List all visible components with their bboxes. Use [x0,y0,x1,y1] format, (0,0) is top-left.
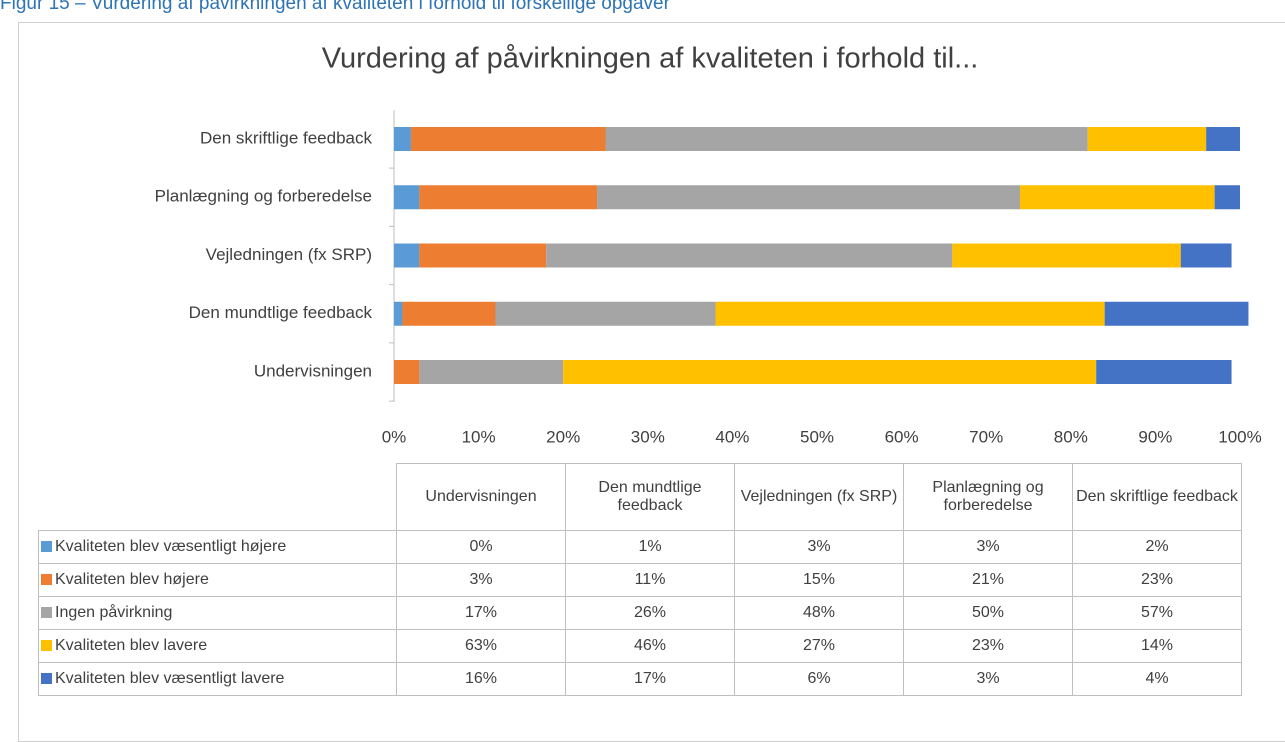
x-tick-label: 90% [1138,427,1172,446]
x-tick-label: 80% [1054,427,1088,446]
value-cell: 26% [565,596,735,630]
data-table: Undervisningen Den mundtlige feedback Vejl… [38,463,1242,696]
table-row: Kvaliteten blev højere 3% 11% 15% 21% 23% [38,563,1242,597]
y-tick-label: Vejledningen (fx SRP) [206,245,372,264]
legend-label: Kvaliteten blev væsentligt lavere [55,670,285,687]
x-tick-label: 60% [885,427,919,446]
x-tick-label: 20% [546,427,580,446]
bar-segment [605,127,1088,151]
header-cell: Den skriftlige feedback [1072,463,1242,531]
value-cell: 27% [734,629,904,663]
table-row: Kvaliteten blev lavere 63% 46% 27% 23% 14% [38,629,1242,663]
value-cell: 6% [734,662,904,696]
value-cell: 48% [734,596,904,630]
bar-segment [1214,185,1240,210]
value-cell: 14% [1072,629,1242,663]
legend-cell: Kvaliteten blev lavere [38,629,397,663]
legend-label: Ingen påvirkning [55,604,173,621]
value-cell: 23% [903,629,1073,663]
legend-label: Kvaliteten blev væsentligt højere [55,538,287,555]
legend-cell: Kvaliteten blev væsentligt højere [38,530,397,564]
chart-title: Vurdering af påvirkningen af kvaliteten … [322,43,979,75]
bar-segment [419,185,598,210]
table-row: Kvaliteten blev væsentligt lavere 16% 17% 6… [38,662,1242,696]
bar-segment [419,360,564,384]
bar-segment [1020,185,1215,210]
value-cell: 2% [1072,530,1242,564]
value-cell: 17% [565,662,735,696]
bar-segment [394,243,420,268]
value-cell: 11% [565,563,735,597]
bar-segment [546,243,953,268]
table-row: Ingen påvirkning 17% 26% 48% 50% 57% [38,596,1242,630]
value-cell: 57% [1072,596,1242,630]
value-cell: 4% [1072,662,1242,696]
table-row: Kvaliteten blev væsentligt højere 0% 1% 3% 3… [38,530,1242,564]
legend-swatch [41,607,52,618]
header-cell: Vejledningen (fx SRP) [734,463,904,531]
x-tick-label: 30% [631,427,665,446]
bar-segment [394,127,411,151]
table-header-row: Undervisningen Den mundtlige feedback Vejl… [38,463,1242,531]
value-cell: 21% [903,563,1073,597]
y-tick-label: Planlægning og forberedelse [155,187,372,206]
y-tick-label: Den mundtlige feedback [189,303,373,322]
bar-segment [419,243,547,268]
legend-label: Kvaliteten blev lavere [55,637,208,654]
bar-segment [410,127,606,151]
blank-cell [38,463,397,531]
legend-cell: Kvaliteten blev højere [38,563,397,597]
x-tick-label: 100% [1218,427,1261,446]
value-cell: 1% [565,530,735,564]
value-cell: 50% [903,596,1073,630]
value-cell: 3% [903,530,1073,564]
y-tick-label: Den skriftlige feedback [200,128,372,147]
bar-segment [1087,127,1207,151]
legend-cell: Kvaliteten blev væsentligt lavere [38,662,397,696]
value-cell: 3% [903,662,1073,696]
legend-swatch [41,574,52,585]
x-tick-label: 10% [462,427,496,446]
bar-segment [495,301,716,326]
header-cell: Den mundtlige feedback [565,463,735,531]
header-cell: Undervisningen [396,463,566,531]
legend-swatch [41,640,52,651]
legend-swatch [41,541,52,552]
caption: Figur 15 – Vurdering af påvirkningen af … [0,0,670,14]
bar-segment [563,360,1097,384]
bar-segment [952,243,1181,268]
bar-segment [402,301,496,326]
x-tick-label: 50% [800,427,834,446]
value-cell: 46% [565,629,735,663]
value-cell: 3% [734,530,904,564]
value-cell: 63% [396,629,566,663]
bar-segment [715,301,1105,326]
bar-segment [394,360,420,384]
header-cell: Planlægning og forberedelse [903,463,1073,531]
bar-segment [394,185,420,210]
bar-segment [394,301,403,326]
legend-cell: Ingen påvirkning [38,596,397,630]
x-tick-label: 70% [969,427,1003,446]
y-tick-label: Undervisningen [254,361,372,380]
bar-segment [1180,243,1232,268]
x-tick-label: 40% [715,427,749,446]
legend-swatch [41,673,52,684]
bar-segment [1104,301,1249,326]
value-cell: 0% [396,530,566,564]
bar-segment [597,185,1021,210]
x-tick-label: 0% [382,427,407,446]
value-cell: 3% [396,563,566,597]
value-cell: 23% [1072,563,1242,597]
bar-segment [1206,127,1240,151]
value-cell: 17% [396,596,566,630]
legend-label: Kvaliteten blev højere [55,571,209,588]
value-cell: 16% [396,662,566,696]
bar-segment [1096,360,1232,384]
value-cell: 15% [734,563,904,597]
